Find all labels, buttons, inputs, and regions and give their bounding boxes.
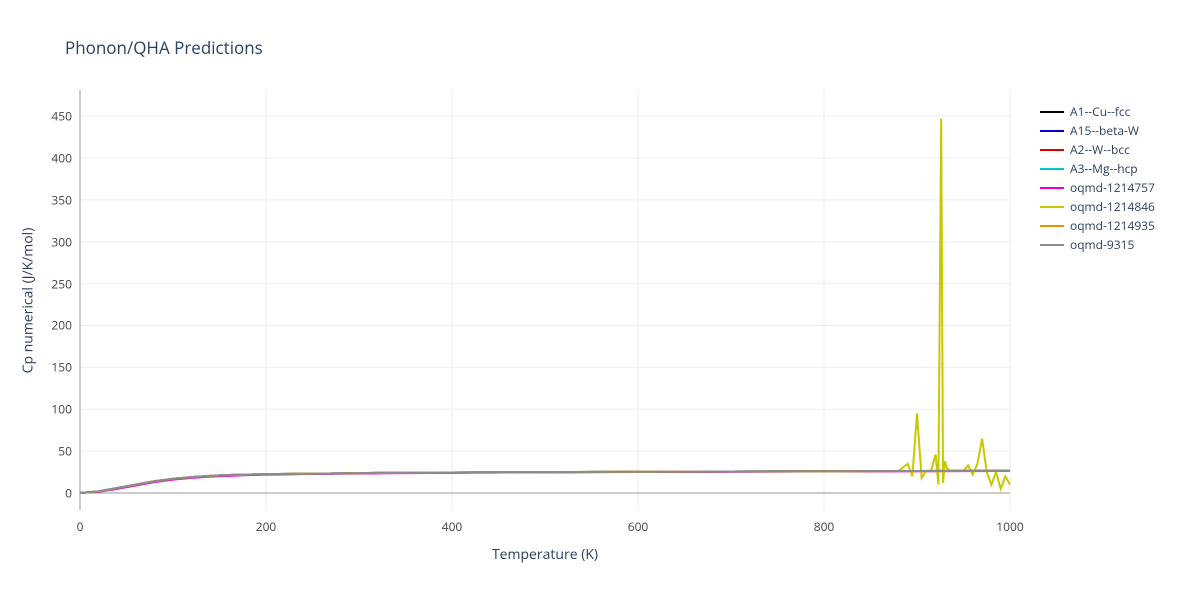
x-tick-label: 800 <box>814 518 835 535</box>
legend-item[interactable]: A3--Mg--hcp <box>1040 159 1155 178</box>
legend-label: oqmd-1214846 <box>1070 198 1155 215</box>
x-tick-label: 600 <box>628 518 649 535</box>
legend-swatch <box>1040 130 1064 132</box>
plot-area[interactable]: 0200400600800100005010015020025030035040… <box>80 90 1010 510</box>
legend-label: oqmd-1214757 <box>1070 179 1155 196</box>
y-tick-label: 50 <box>58 443 72 460</box>
legend-item[interactable]: A15--beta-W <box>1040 121 1155 140</box>
series-line[interactable] <box>80 471 1010 493</box>
legend-item[interactable]: oqmd-1214846 <box>1040 197 1155 216</box>
y-axis-title-wrap: Cp numerical (J/K/mol) <box>18 90 38 510</box>
legend-swatch <box>1040 168 1064 170</box>
x-tick-label: 0 <box>77 518 84 535</box>
chart-container: { "chart": { "type": "line", "title": "P… <box>0 0 1200 600</box>
legend-item[interactable]: A1--Cu--fcc <box>1040 102 1155 121</box>
legend: A1--Cu--fcc A15--beta-W A2--W--bcc A3--Mg--… <box>1040 102 1155 254</box>
legend-label: oqmd-9315 <box>1070 236 1134 253</box>
y-tick-label: 100 <box>51 401 72 418</box>
y-tick-label: 0 <box>65 485 72 502</box>
legend-label: A2--W--bcc <box>1070 141 1130 158</box>
y-tick-label: 200 <box>51 317 72 334</box>
legend-label: A15--beta-W <box>1070 122 1139 139</box>
x-tick-label: 1000 <box>996 518 1023 535</box>
legend-swatch <box>1040 206 1064 208</box>
x-axis-title: Temperature (K) <box>80 545 1010 564</box>
series-line[interactable] <box>80 471 1010 493</box>
legend-swatch <box>1040 244 1064 246</box>
y-tick-label: 300 <box>51 233 72 250</box>
legend-swatch <box>1040 149 1064 151</box>
y-axis-title: Cp numerical (J/K/mol) <box>19 227 38 373</box>
legend-item[interactable]: oqmd-1214757 <box>1040 178 1155 197</box>
legend-label: A3--Mg--hcp <box>1070 160 1138 177</box>
series-line[interactable] <box>80 471 1010 493</box>
chart-title: Phonon/QHA Predictions <box>65 36 263 59</box>
legend-swatch <box>1040 187 1064 189</box>
y-tick-label: 350 <box>51 191 72 208</box>
series-line[interactable] <box>80 119 1010 493</box>
y-tick-label: 150 <box>51 359 72 376</box>
y-tick-label: 250 <box>51 275 72 292</box>
legend-item[interactable]: A2--W--bcc <box>1040 140 1155 159</box>
legend-label: A1--Cu--fcc <box>1070 103 1130 120</box>
series-line[interactable] <box>80 471 1010 493</box>
legend-item[interactable]: oqmd-1214935 <box>1040 216 1155 235</box>
plot-svg <box>80 90 1010 510</box>
legend-swatch <box>1040 225 1064 227</box>
legend-swatch <box>1040 111 1064 113</box>
series-line[interactable] <box>80 471 1010 493</box>
legend-label: oqmd-1214935 <box>1070 217 1155 234</box>
series-line[interactable] <box>80 471 1010 493</box>
x-tick-label: 200 <box>256 518 277 535</box>
legend-item[interactable]: oqmd-9315 <box>1040 235 1155 254</box>
x-tick-label: 400 <box>442 518 463 535</box>
series-line[interactable] <box>80 471 1010 493</box>
y-tick-label: 400 <box>51 149 72 166</box>
y-tick-label: 450 <box>51 108 72 125</box>
